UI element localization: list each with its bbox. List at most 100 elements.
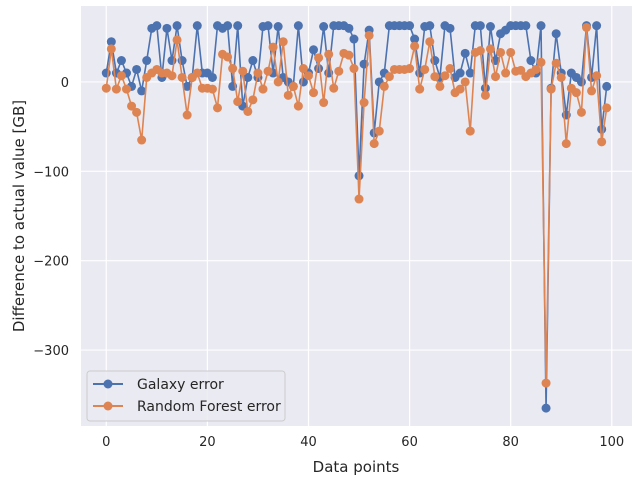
data-point xyxy=(243,106,253,116)
x-tick-label: 20 xyxy=(199,435,216,450)
data-point xyxy=(480,90,490,100)
data-point xyxy=(223,21,233,31)
data-point xyxy=(349,64,359,74)
legend-label-random-forest-error: Random Forest error xyxy=(137,399,281,415)
y-tick-label: −200 xyxy=(33,255,69,270)
y-axis-label: Difference to actual value [GB] xyxy=(10,100,28,332)
data-point xyxy=(233,21,243,31)
data-point xyxy=(212,103,222,113)
data-point xyxy=(223,52,233,62)
data-point xyxy=(536,21,546,31)
data-point xyxy=(344,50,354,60)
data-point xyxy=(111,84,121,94)
data-point xyxy=(253,68,263,78)
data-point xyxy=(379,81,389,91)
data-point xyxy=(359,98,369,108)
data-point xyxy=(228,64,238,74)
series-layer xyxy=(101,21,612,413)
data-point xyxy=(137,86,147,96)
data-point xyxy=(172,35,182,45)
y-tick-label: −100 xyxy=(33,165,69,180)
data-point xyxy=(293,21,303,31)
data-point xyxy=(597,137,607,147)
data-point xyxy=(561,139,571,149)
data-point xyxy=(576,77,586,87)
data-point xyxy=(516,65,526,75)
data-point xyxy=(152,21,162,31)
data-point xyxy=(475,21,485,31)
data-point xyxy=(496,47,506,57)
data-point xyxy=(278,37,288,47)
data-point xyxy=(592,71,602,81)
data-point xyxy=(248,95,258,105)
data-point xyxy=(521,21,531,31)
data-point xyxy=(410,41,420,51)
data-point xyxy=(354,194,364,204)
data-point xyxy=(410,34,420,44)
data-point xyxy=(319,98,329,108)
data-point xyxy=(132,64,142,74)
data-point xyxy=(329,83,339,93)
data-point xyxy=(576,107,586,117)
data-point xyxy=(116,71,126,81)
data-point xyxy=(172,21,182,31)
data-point xyxy=(182,81,192,91)
data-point xyxy=(551,29,561,39)
data-point xyxy=(526,56,536,66)
data-point xyxy=(349,34,359,44)
data-point xyxy=(319,22,329,32)
data-point xyxy=(587,86,597,96)
data-point xyxy=(506,47,516,57)
data-point xyxy=(425,37,435,47)
legend-dot-random-forest-error xyxy=(103,401,113,411)
data-point xyxy=(116,56,126,66)
data-point xyxy=(182,110,192,120)
data-point xyxy=(167,71,177,81)
data-point xyxy=(273,77,283,87)
legend: Galaxy error Random Forest error xyxy=(86,370,286,422)
data-point xyxy=(309,45,319,55)
data-point xyxy=(415,84,425,94)
data-point xyxy=(192,21,202,31)
data-point xyxy=(460,48,470,58)
data-point xyxy=(364,30,374,40)
data-point xyxy=(258,84,268,94)
data-point xyxy=(263,66,273,76)
data-point xyxy=(334,66,344,76)
data-point xyxy=(101,83,111,93)
legend-label-galaxy-error: Galaxy error xyxy=(137,377,224,393)
data-point xyxy=(263,21,273,31)
data-point xyxy=(298,64,308,74)
data-point xyxy=(162,23,172,33)
data-point xyxy=(142,56,152,66)
x-axis-label: Data points xyxy=(313,458,400,476)
legend-box xyxy=(86,370,286,422)
data-point xyxy=(384,72,394,82)
data-point xyxy=(475,46,485,56)
x-tick-label: 60 xyxy=(401,435,418,450)
data-point xyxy=(127,101,137,111)
data-point xyxy=(531,64,541,74)
data-point xyxy=(132,107,142,117)
data-point xyxy=(344,23,354,33)
data-point xyxy=(309,88,319,98)
data-point xyxy=(485,44,495,54)
data-point xyxy=(445,23,455,33)
data-point xyxy=(369,139,379,149)
data-point xyxy=(602,103,612,113)
data-point xyxy=(106,44,116,54)
data-point xyxy=(571,88,581,98)
data-point xyxy=(551,58,561,68)
x-tick-label: 0 xyxy=(102,435,110,450)
data-point xyxy=(536,57,546,67)
data-point xyxy=(541,403,551,413)
x-tick-label: 80 xyxy=(502,435,519,450)
data-point xyxy=(354,171,364,181)
data-point xyxy=(556,72,566,82)
data-point xyxy=(177,72,187,82)
data-point xyxy=(122,84,131,94)
data-point xyxy=(288,81,298,91)
data-point xyxy=(238,66,248,76)
data-point xyxy=(485,22,495,32)
